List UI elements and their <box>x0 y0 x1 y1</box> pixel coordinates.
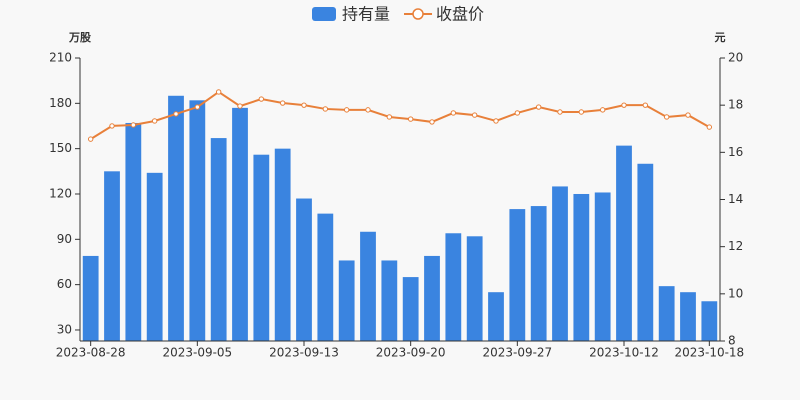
bar <box>530 206 547 341</box>
line-point <box>599 107 606 113</box>
x-tick-label: 2023-09-05 <box>162 346 232 360</box>
y-tick-label: 180 <box>49 96 72 110</box>
line-point <box>215 89 222 95</box>
bar <box>146 172 163 341</box>
bar <box>658 286 675 341</box>
line-point <box>685 112 691 118</box>
bar <box>338 260 355 341</box>
bar <box>253 154 270 341</box>
bar <box>381 260 398 341</box>
bar <box>573 193 590 341</box>
y-tick-label: 120 <box>49 186 72 200</box>
y-tick-label: 30 <box>57 322 72 336</box>
bar <box>637 163 654 341</box>
y-axis-label: 万股 <box>68 31 92 44</box>
y2-tick-label: 10 <box>728 286 743 300</box>
y2-tick-label: 16 <box>728 145 743 159</box>
x-tick-label: 2023-10-18 <box>674 346 744 360</box>
bar <box>82 255 99 341</box>
line-point <box>557 109 563 115</box>
line-point <box>365 107 371 113</box>
line-point <box>173 111 179 117</box>
line-point <box>343 107 350 113</box>
line-point <box>386 114 393 120</box>
line-point <box>194 104 201 110</box>
line <box>90 90 710 140</box>
line-point <box>706 124 713 130</box>
bar <box>616 145 632 341</box>
bar <box>317 213 334 341</box>
y2-axis-label: 元 <box>715 31 726 44</box>
x-tick-label: 2023-09-27 <box>482 346 552 360</box>
y2-tick-label: 20 <box>728 51 743 65</box>
bar <box>125 122 142 341</box>
line-point <box>279 100 286 106</box>
line-point <box>109 123 115 129</box>
y-tick-label: 90 <box>57 232 72 246</box>
bar <box>466 236 483 341</box>
line-point <box>642 102 649 108</box>
line-point <box>151 118 158 124</box>
bar <box>701 301 718 341</box>
bar <box>488 292 504 341</box>
legend-swatch <box>412 8 424 20</box>
bar <box>232 107 248 342</box>
bar <box>274 148 291 341</box>
line-point <box>621 102 627 108</box>
line-point <box>301 102 307 108</box>
x-tick-label: 2023-10-12 <box>589 346 659 360</box>
line-point <box>407 116 414 122</box>
y-tick-label: 210 <box>49 51 72 65</box>
bar <box>402 277 419 341</box>
bar <box>594 192 611 341</box>
bar <box>509 209 526 341</box>
line-point <box>258 96 265 102</box>
bar <box>424 255 440 341</box>
bar <box>189 100 206 341</box>
x-tick-label: 2023-08-28 <box>56 346 126 360</box>
bar <box>104 171 120 341</box>
legend-swatch <box>312 7 336 21</box>
line-point <box>514 110 521 116</box>
line-point <box>429 119 435 125</box>
legend-label: 收盘价 <box>436 5 484 24</box>
bar <box>552 186 568 341</box>
y2-tick-label: 18 <box>728 98 743 112</box>
x-tick-label: 2023-09-13 <box>269 346 339 360</box>
line-point <box>450 110 457 116</box>
line-point <box>237 103 243 109</box>
y2-tick-label: 14 <box>728 192 743 206</box>
y-tick-label: 60 <box>57 277 72 291</box>
bar <box>445 233 462 341</box>
line-point <box>471 112 478 118</box>
bar <box>210 138 227 341</box>
line-point <box>535 104 542 110</box>
bar <box>680 292 696 341</box>
line-point <box>663 114 670 120</box>
x-tick-label: 2023-09-20 <box>376 346 446 360</box>
bar <box>360 231 376 341</box>
legend-label: 持有量 <box>342 5 390 24</box>
line-point <box>578 109 585 115</box>
y2-tick-label: 8 <box>728 334 736 348</box>
line-point <box>130 122 137 128</box>
line-point <box>322 106 329 112</box>
y-tick-label: 150 <box>49 141 72 155</box>
bar <box>168 95 184 342</box>
y2-tick-label: 12 <box>728 239 743 253</box>
bar <box>296 198 312 341</box>
line-point <box>87 136 94 142</box>
line-point <box>493 118 499 124</box>
